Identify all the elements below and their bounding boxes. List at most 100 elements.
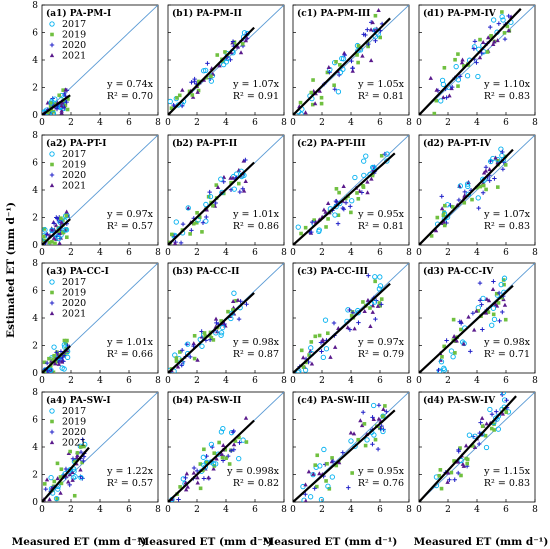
fit-line	[42, 218, 71, 245]
point-2021-59	[493, 155, 498, 160]
point-2019-57	[64, 213, 69, 218]
point-2019-1	[486, 310, 491, 314]
point-2019-5	[500, 10, 504, 14]
point-2017-44	[483, 444, 490, 451]
point-2021-7	[445, 479, 450, 484]
panel-title: (c1) PA-PM-III	[297, 8, 370, 19]
point-2019-45	[458, 446, 462, 450]
point-2021-11	[236, 167, 242, 172]
point-2017-8	[363, 153, 369, 159]
point-2019-33	[232, 40, 237, 44]
panel-title: (b2) PA-PT-II	[172, 138, 237, 149]
x-tick-label: 2	[319, 248, 325, 258]
point-2019-41	[492, 428, 496, 432]
point-2019-25	[432, 111, 437, 115]
point-2019-69	[197, 79, 201, 84]
point-2021-27	[447, 93, 452, 98]
legend-label-2017: 2017	[62, 149, 86, 160]
point-2020-58	[504, 398, 509, 403]
point-2019-61	[491, 312, 496, 317]
panel-title: (a2) PA-PT-I	[46, 138, 107, 149]
point-2019-13	[42, 227, 46, 231]
point-2019-25	[217, 440, 221, 445]
point-2017-48	[56, 235, 62, 242]
point-2017-60	[218, 330, 225, 336]
point-2020-34	[366, 41, 371, 47]
point-2019-21	[478, 37, 482, 42]
point-2019-21	[197, 215, 202, 220]
point-2019-17	[439, 486, 444, 491]
point-2017-44	[55, 486, 61, 492]
point-2020-30	[180, 221, 186, 227]
x-tick-label: 2	[194, 248, 200, 258]
point-2021-39	[180, 87, 185, 92]
point-2019-45	[313, 334, 318, 339]
point-2020-50	[356, 320, 361, 325]
point-2019-69	[440, 355, 444, 359]
x-tick-label: 8	[155, 248, 161, 258]
point-2019-65	[57, 93, 62, 98]
point-2017-28	[223, 59, 229, 65]
x-tick-label: 0	[165, 248, 171, 258]
point-2020-14	[200, 220, 206, 225]
point-2021-27	[228, 175, 233, 180]
x-tick-label: 2	[319, 505, 325, 515]
point-2020-18	[335, 221, 341, 226]
point-2019-41	[240, 42, 245, 46]
r-squared: R² = 0.86	[233, 221, 279, 232]
legend-label-2019: 2019	[62, 160, 86, 171]
point-2017-28	[384, 151, 390, 157]
point-2021-27	[490, 287, 496, 292]
point-2017-52	[348, 438, 354, 444]
fit-equation: y = 0.74x	[106, 79, 154, 90]
panel-title: (c4) PA-SW-III	[297, 395, 370, 406]
point-2019-5	[379, 153, 384, 158]
point-2020-2	[480, 190, 486, 195]
y-tick-label: 6	[32, 29, 38, 39]
point-2017-0	[201, 68, 207, 74]
point-2017-48	[208, 441, 215, 448]
x-tick-label: 6	[377, 376, 383, 386]
point-2021-31	[451, 333, 457, 338]
fit-equation: y = 1.01x	[232, 209, 280, 220]
point-2021-47	[454, 338, 459, 343]
point-2019-33	[336, 213, 341, 218]
point-2020-62	[330, 458, 336, 464]
point-2019-57	[202, 331, 207, 335]
point-2019-45	[442, 344, 446, 349]
point-2020-46	[201, 476, 207, 481]
point-2019-9	[483, 433, 488, 438]
point-2021-7	[213, 316, 219, 321]
x-tick-label: 8	[532, 505, 538, 515]
point-2020-10	[332, 87, 338, 92]
point-2020-66	[204, 214, 209, 220]
one-to-one-line	[42, 5, 158, 115]
point-2019-17	[503, 317, 508, 322]
point-2017-68	[325, 483, 331, 489]
point-2021-59	[59, 359, 65, 364]
point-2017-legend-0	[49, 279, 55, 285]
point-2020-18	[240, 186, 245, 191]
point-2019-9	[63, 103, 68, 107]
one-to-one-line	[419, 5, 535, 115]
r-squared: R² = 0.82	[233, 478, 279, 489]
x-tick-label: 2	[319, 376, 325, 386]
point-2019-9	[195, 210, 199, 215]
point-2020-46	[497, 318, 502, 324]
point-2019-53	[211, 338, 216, 342]
point-2020-46	[333, 198, 339, 204]
legend-label-2020: 2020	[62, 170, 86, 181]
point-2017-64	[339, 55, 345, 62]
point-2020-58	[81, 458, 86, 464]
point-2020-66	[506, 13, 511, 19]
point-2019-37	[202, 447, 206, 452]
x-axis-title-c: Measured ET (mm d⁻¹)	[263, 536, 398, 548]
point-2019-57	[49, 108, 53, 112]
fit-line	[42, 345, 71, 373]
point-2020-18	[476, 441, 482, 447]
point-2020-50	[488, 24, 493, 30]
x-tick-label: 6	[503, 118, 509, 128]
